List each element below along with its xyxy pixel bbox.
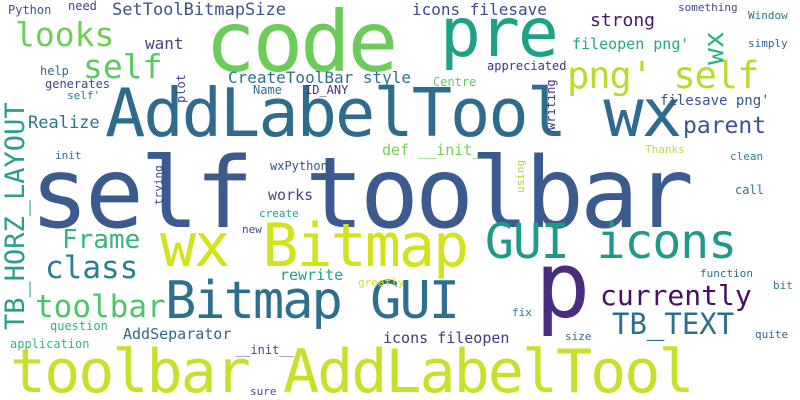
word-def-init: def __init__ bbox=[382, 141, 491, 159]
word-need: need bbox=[68, 0, 97, 13]
word-quite: quite bbox=[755, 328, 789, 341]
word-init-dunder: __init__ bbox=[236, 343, 294, 357]
word-createtoolbar-style: CreateToolBar style bbox=[228, 68, 412, 87]
word-parent: parent bbox=[683, 113, 767, 139]
word-size: size bbox=[565, 330, 592, 343]
word-fix: fix bbox=[512, 306, 532, 319]
word-trying: trying bbox=[152, 165, 165, 205]
word-want: want bbox=[145, 34, 184, 53]
word-frame: Frame bbox=[62, 225, 141, 255]
word-call: call bbox=[735, 183, 764, 197]
word-addlabeltool-wx: AddLabelTool wx bbox=[105, 74, 682, 152]
word-looks: looks bbox=[15, 15, 115, 54]
word-function: function bbox=[700, 267, 753, 280]
word-self-toolbar: self toolbar bbox=[30, 137, 694, 251]
word-filesave-png: filesave png' bbox=[660, 93, 770, 109]
word-thanks: Thanks bbox=[645, 143, 685, 156]
word-self-quote: self' bbox=[67, 89, 101, 102]
word-settoolbitmapsize: SetToolBitmapSize bbox=[112, 0, 286, 20]
word-something: something bbox=[678, 1, 738, 14]
word-class: class bbox=[45, 250, 139, 286]
word-new: new bbox=[242, 223, 262, 236]
word-clean: clean bbox=[730, 150, 764, 163]
word-works: works bbox=[268, 186, 314, 204]
word-icons-filesave: icons filesave bbox=[412, 0, 547, 19]
word-png-self: png' self bbox=[567, 54, 759, 97]
word-simply: simply bbox=[748, 37, 788, 50]
word-strong: strong bbox=[590, 10, 656, 31]
word-toolbar: toolbar bbox=[35, 289, 166, 325]
word-using: using bbox=[514, 159, 527, 193]
word-id-any: ID_ANY bbox=[305, 83, 349, 97]
word-currently: currently bbox=[600, 279, 752, 312]
word-toolbar-addlabeltool: toolbar AddLabelTool bbox=[10, 337, 694, 400]
word-python: Python bbox=[8, 3, 52, 17]
word-writing: writing bbox=[544, 79, 558, 130]
word-help: help bbox=[40, 64, 69, 78]
word-icons-fileopen: icons fileopen bbox=[383, 329, 510, 347]
word-centre: Centre bbox=[433, 75, 477, 89]
word-bit: bit bbox=[773, 279, 793, 292]
word-wx: wx bbox=[697, 31, 730, 65]
word-p: p bbox=[535, 232, 591, 339]
word-generates: generates bbox=[45, 77, 111, 91]
word-rewrite: rewrite bbox=[280, 266, 344, 284]
word-plot: plot bbox=[174, 74, 188, 103]
word-init: init bbox=[55, 149, 82, 162]
word-create: create bbox=[259, 207, 299, 220]
word-tb-text: TB_TEXT bbox=[612, 307, 735, 341]
word-name: Name bbox=[253, 83, 282, 97]
word-gui-icons: GUI icons bbox=[485, 214, 737, 270]
word-pre: pre bbox=[440, 0, 559, 73]
word-code: code bbox=[205, 0, 398, 91]
word-application: application bbox=[10, 337, 90, 351]
word-realize: Realize bbox=[28, 113, 100, 133]
word-sure: sure bbox=[250, 385, 277, 398]
word-bitmap-gui: Bitmap GUI bbox=[165, 271, 460, 331]
word-self: self bbox=[83, 47, 163, 86]
word-tb-horz-layout: TB_HORZ_LAYOUT bbox=[0, 102, 31, 330]
word-window: Window bbox=[748, 9, 788, 22]
word-fileopen-png: fileopen png' bbox=[572, 35, 690, 53]
word-addseparator: AddSeparator bbox=[123, 325, 232, 343]
word-appreciated: appreciated bbox=[487, 59, 567, 73]
word-greatly: greatly bbox=[358, 276, 405, 289]
word-wx-bitmap: wx Bitmap bbox=[160, 211, 469, 281]
word-question: question bbox=[50, 319, 108, 333]
word-wxpython: wxPython bbox=[270, 159, 328, 173]
